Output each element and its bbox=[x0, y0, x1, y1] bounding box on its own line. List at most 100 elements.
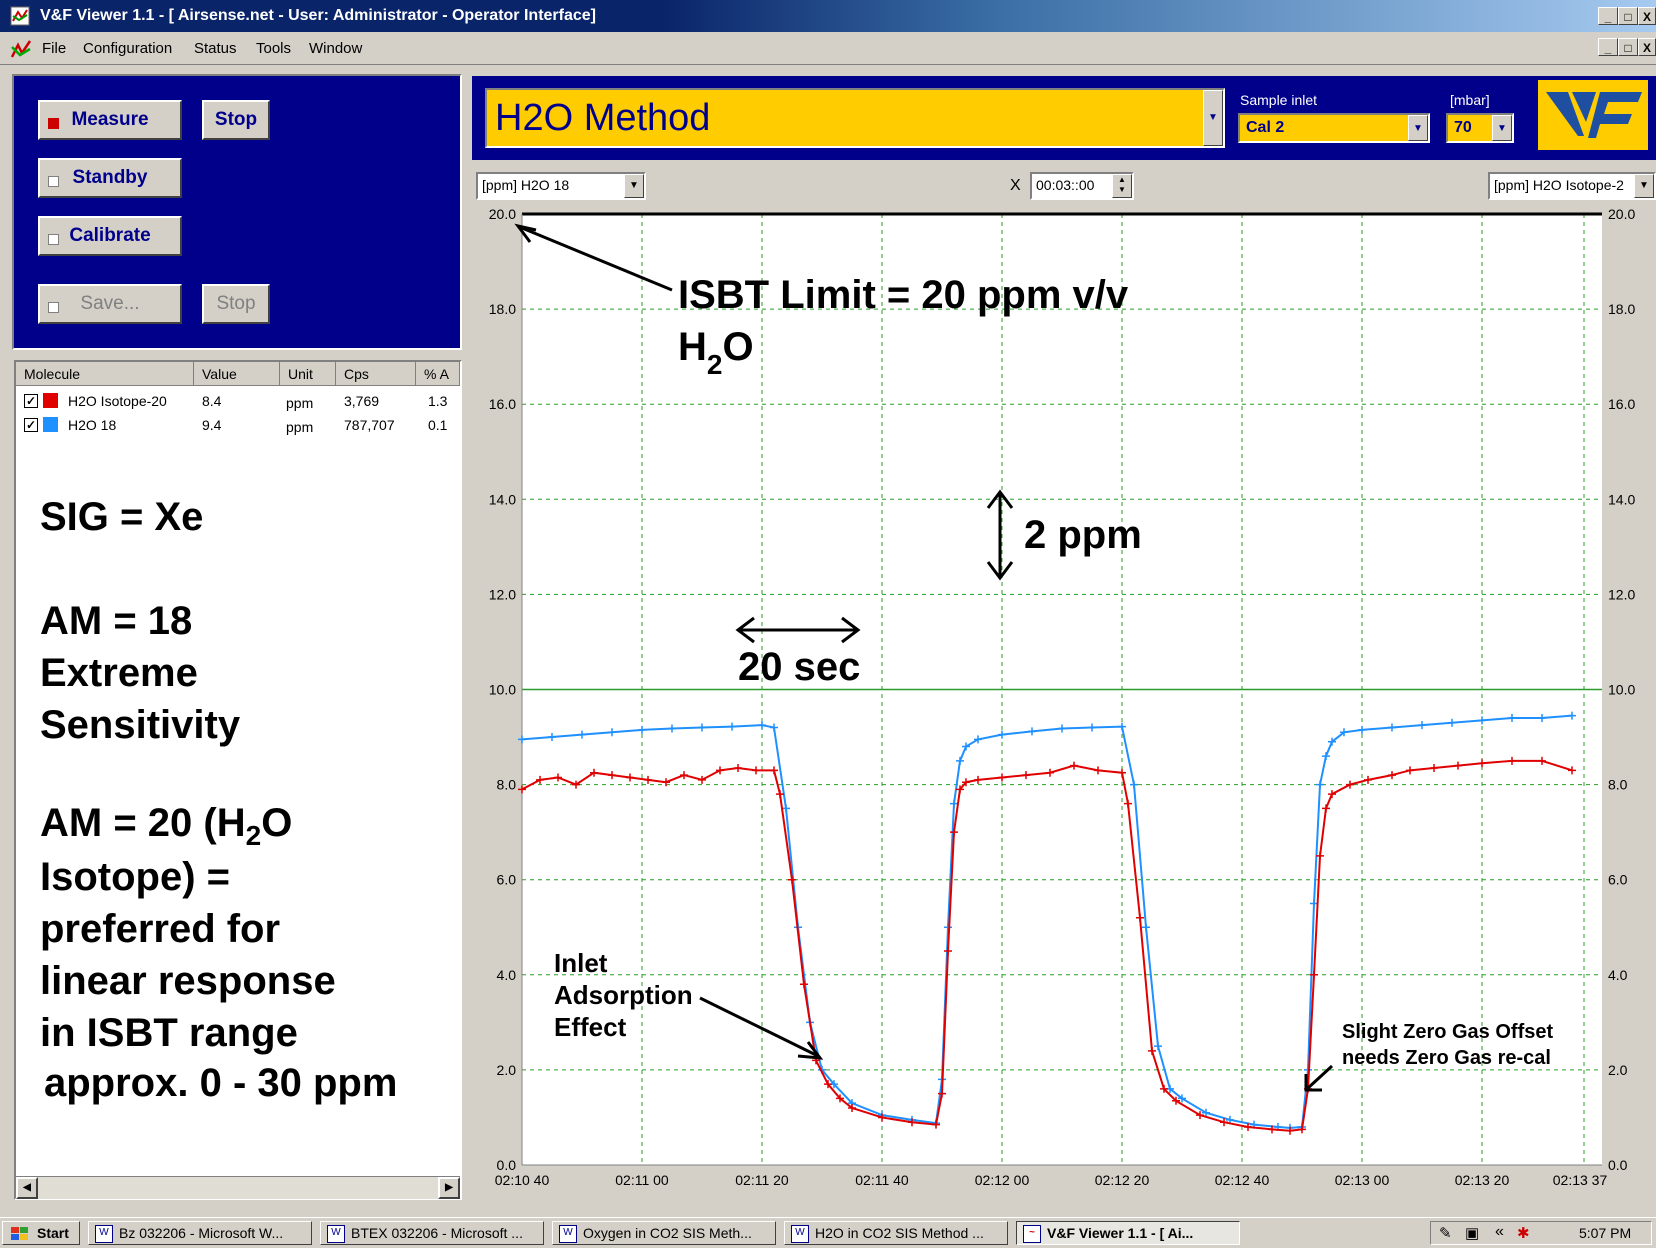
col-percent[interactable]: % A bbox=[416, 362, 460, 386]
annotation-isbt-h2o: H2O bbox=[678, 325, 754, 380]
data-point bbox=[668, 724, 676, 733]
left-axis-select[interactable]: [ppm] H2O 18 ▼ bbox=[476, 172, 646, 200]
x-tick-label: 02:13 00 bbox=[1335, 1172, 1390, 1188]
note-am20-line1: AM = 20 (H2O bbox=[40, 801, 293, 851]
y-tick-label-left: 16.0 bbox=[489, 396, 516, 412]
scroll-right-icon[interactable]: ▶ bbox=[438, 1177, 460, 1199]
data-point bbox=[1364, 775, 1372, 784]
time-span-input[interactable]: 00:03::00 ▲ ▼ bbox=[1030, 172, 1134, 200]
col-cps[interactable]: Cps bbox=[336, 362, 416, 386]
sample-inlet-select[interactable]: Cal 2 ▼ bbox=[1238, 113, 1430, 143]
data-point bbox=[1196, 1111, 1204, 1120]
child-minimize-button[interactable]: _ bbox=[1598, 38, 1618, 56]
chevron-down-icon[interactable]: ▼ bbox=[1408, 115, 1428, 141]
pen-icon[interactable]: ✎ bbox=[1439, 1225, 1452, 1242]
save-button[interactable]: Save... bbox=[38, 284, 182, 324]
spinner-icon[interactable]: ▲ ▼ bbox=[1112, 174, 1132, 198]
calibrate-button[interactable]: Calibrate bbox=[38, 216, 182, 256]
data-point bbox=[1508, 756, 1516, 765]
child-maximize-button[interactable]: □ bbox=[1618, 38, 1638, 56]
stop-measure-button[interactable]: Stop bbox=[202, 100, 270, 140]
data-point bbox=[998, 730, 1006, 739]
child-close-button[interactable]: X bbox=[1638, 38, 1656, 56]
app-icon[interactable] bbox=[10, 6, 30, 26]
data-point bbox=[950, 799, 958, 808]
col-unit[interactable]: Unit bbox=[280, 362, 336, 386]
menu-window[interactable]: Window bbox=[309, 40, 363, 57]
data-point bbox=[1388, 771, 1396, 780]
chevron-down-icon[interactable]: ▼ bbox=[1634, 174, 1654, 198]
data-point bbox=[662, 778, 670, 787]
menu-configuration[interactable]: Configuration bbox=[83, 40, 173, 57]
row1-checkbox[interactable]: ✓ bbox=[24, 394, 38, 408]
row1-percent: 1.3 bbox=[428, 393, 448, 409]
data-point bbox=[1568, 711, 1576, 720]
x-tick-label: 02:11 40 bbox=[855, 1172, 909, 1188]
data-point bbox=[518, 785, 526, 794]
data-point bbox=[1118, 768, 1126, 777]
clock[interactable]: 5:07 PM bbox=[1579, 1225, 1632, 1241]
row2-checkbox[interactable]: ✓ bbox=[24, 418, 38, 432]
row2-molecule: H2O 18 bbox=[68, 417, 117, 433]
standby-button[interactable]: Standby bbox=[38, 158, 182, 198]
chevron-down-icon[interactable]: ▼ bbox=[624, 174, 644, 198]
data-point bbox=[1322, 804, 1330, 813]
task-btex[interactable]: W BTEX 032206 - Microsoft ... bbox=[320, 1221, 544, 1245]
data-point bbox=[1058, 724, 1066, 733]
stop-save-button[interactable]: Stop bbox=[202, 284, 270, 324]
sec-span-arrow bbox=[735, 616, 861, 644]
annotation-zero-gas-1: Slight Zero Gas Offset bbox=[1342, 1021, 1553, 1043]
network-icon[interactable]: ▣ bbox=[1465, 1225, 1480, 1242]
close-button[interactable]: X bbox=[1638, 7, 1656, 25]
menu-file[interactable]: File bbox=[42, 40, 67, 57]
data-point bbox=[824, 1080, 832, 1089]
user-alert-icon[interactable]: ✱ bbox=[1517, 1225, 1530, 1242]
data-point bbox=[626, 773, 634, 782]
data-point bbox=[1316, 851, 1324, 860]
isbt-arrow-line bbox=[521, 226, 673, 292]
x-tick-label: 02:13 20 bbox=[1455, 1172, 1510, 1188]
data-point bbox=[770, 766, 778, 775]
scroll-left-icon[interactable]: ◀ bbox=[16, 1177, 38, 1199]
data-point bbox=[1340, 728, 1348, 737]
molecule-scrollbar[interactable]: ◀ ▶ bbox=[16, 1176, 460, 1199]
data-point bbox=[956, 785, 964, 794]
data-point bbox=[758, 721, 766, 730]
row1-cps: 3,769 bbox=[344, 393, 380, 409]
tray-expand-icon[interactable]: « bbox=[1495, 1223, 1504, 1240]
data-point bbox=[680, 771, 688, 780]
right-axis-select[interactable]: [ppm] H2O Isotope-2 ▼ bbox=[1488, 172, 1656, 200]
menu-status[interactable]: Status bbox=[194, 40, 237, 57]
task-bz[interactable]: W Bz 032206 - Microsoft W... bbox=[88, 1221, 312, 1245]
y-tick-label-right: 10.0 bbox=[1608, 682, 1635, 698]
task-h2o[interactable]: W H2O in CO2 SIS Method ... bbox=[784, 1221, 1008, 1245]
data-point bbox=[956, 756, 964, 765]
minimize-button[interactable]: _ bbox=[1598, 7, 1618, 25]
data-point bbox=[1286, 1126, 1294, 1135]
chevron-down-icon[interactable]: ▼ bbox=[1492, 115, 1512, 141]
data-point bbox=[1508, 714, 1516, 723]
document-icon[interactable] bbox=[10, 39, 32, 62]
data-point bbox=[1478, 759, 1486, 768]
annotation-inlet: Inlet bbox=[554, 948, 608, 978]
data-point bbox=[698, 775, 706, 784]
method-select[interactable]: H2O Method ▼ bbox=[485, 88, 1225, 148]
row2-cps: 787,707 bbox=[344, 417, 395, 433]
data-point bbox=[938, 1089, 946, 1098]
data-point bbox=[1454, 761, 1462, 770]
col-value[interactable]: Value bbox=[194, 362, 280, 386]
task-oxygen[interactable]: W Oxygen in CO2 SIS Meth... bbox=[552, 1221, 776, 1245]
measure-button[interactable]: Measure bbox=[38, 100, 182, 140]
menu-tools[interactable]: Tools bbox=[256, 40, 292, 57]
maximize-button[interactable]: □ bbox=[1618, 7, 1638, 25]
task-vf-viewer[interactable]: ~ V&F Viewer 1.1 - [ Ai... bbox=[1016, 1221, 1240, 1245]
data-point bbox=[1244, 1122, 1252, 1131]
data-point bbox=[1388, 723, 1396, 732]
zero-gas-arrow bbox=[1304, 1064, 1334, 1092]
note-am20-line5: in ISBT range bbox=[40, 1011, 298, 1055]
start-button[interactable]: Start bbox=[2, 1221, 80, 1245]
col-molecule[interactable]: Molecule bbox=[16, 362, 194, 386]
data-point bbox=[1220, 1118, 1228, 1127]
pressure-select[interactable]: 70 ▼ bbox=[1446, 113, 1514, 143]
chevron-down-icon[interactable]: ▼ bbox=[1203, 90, 1223, 146]
